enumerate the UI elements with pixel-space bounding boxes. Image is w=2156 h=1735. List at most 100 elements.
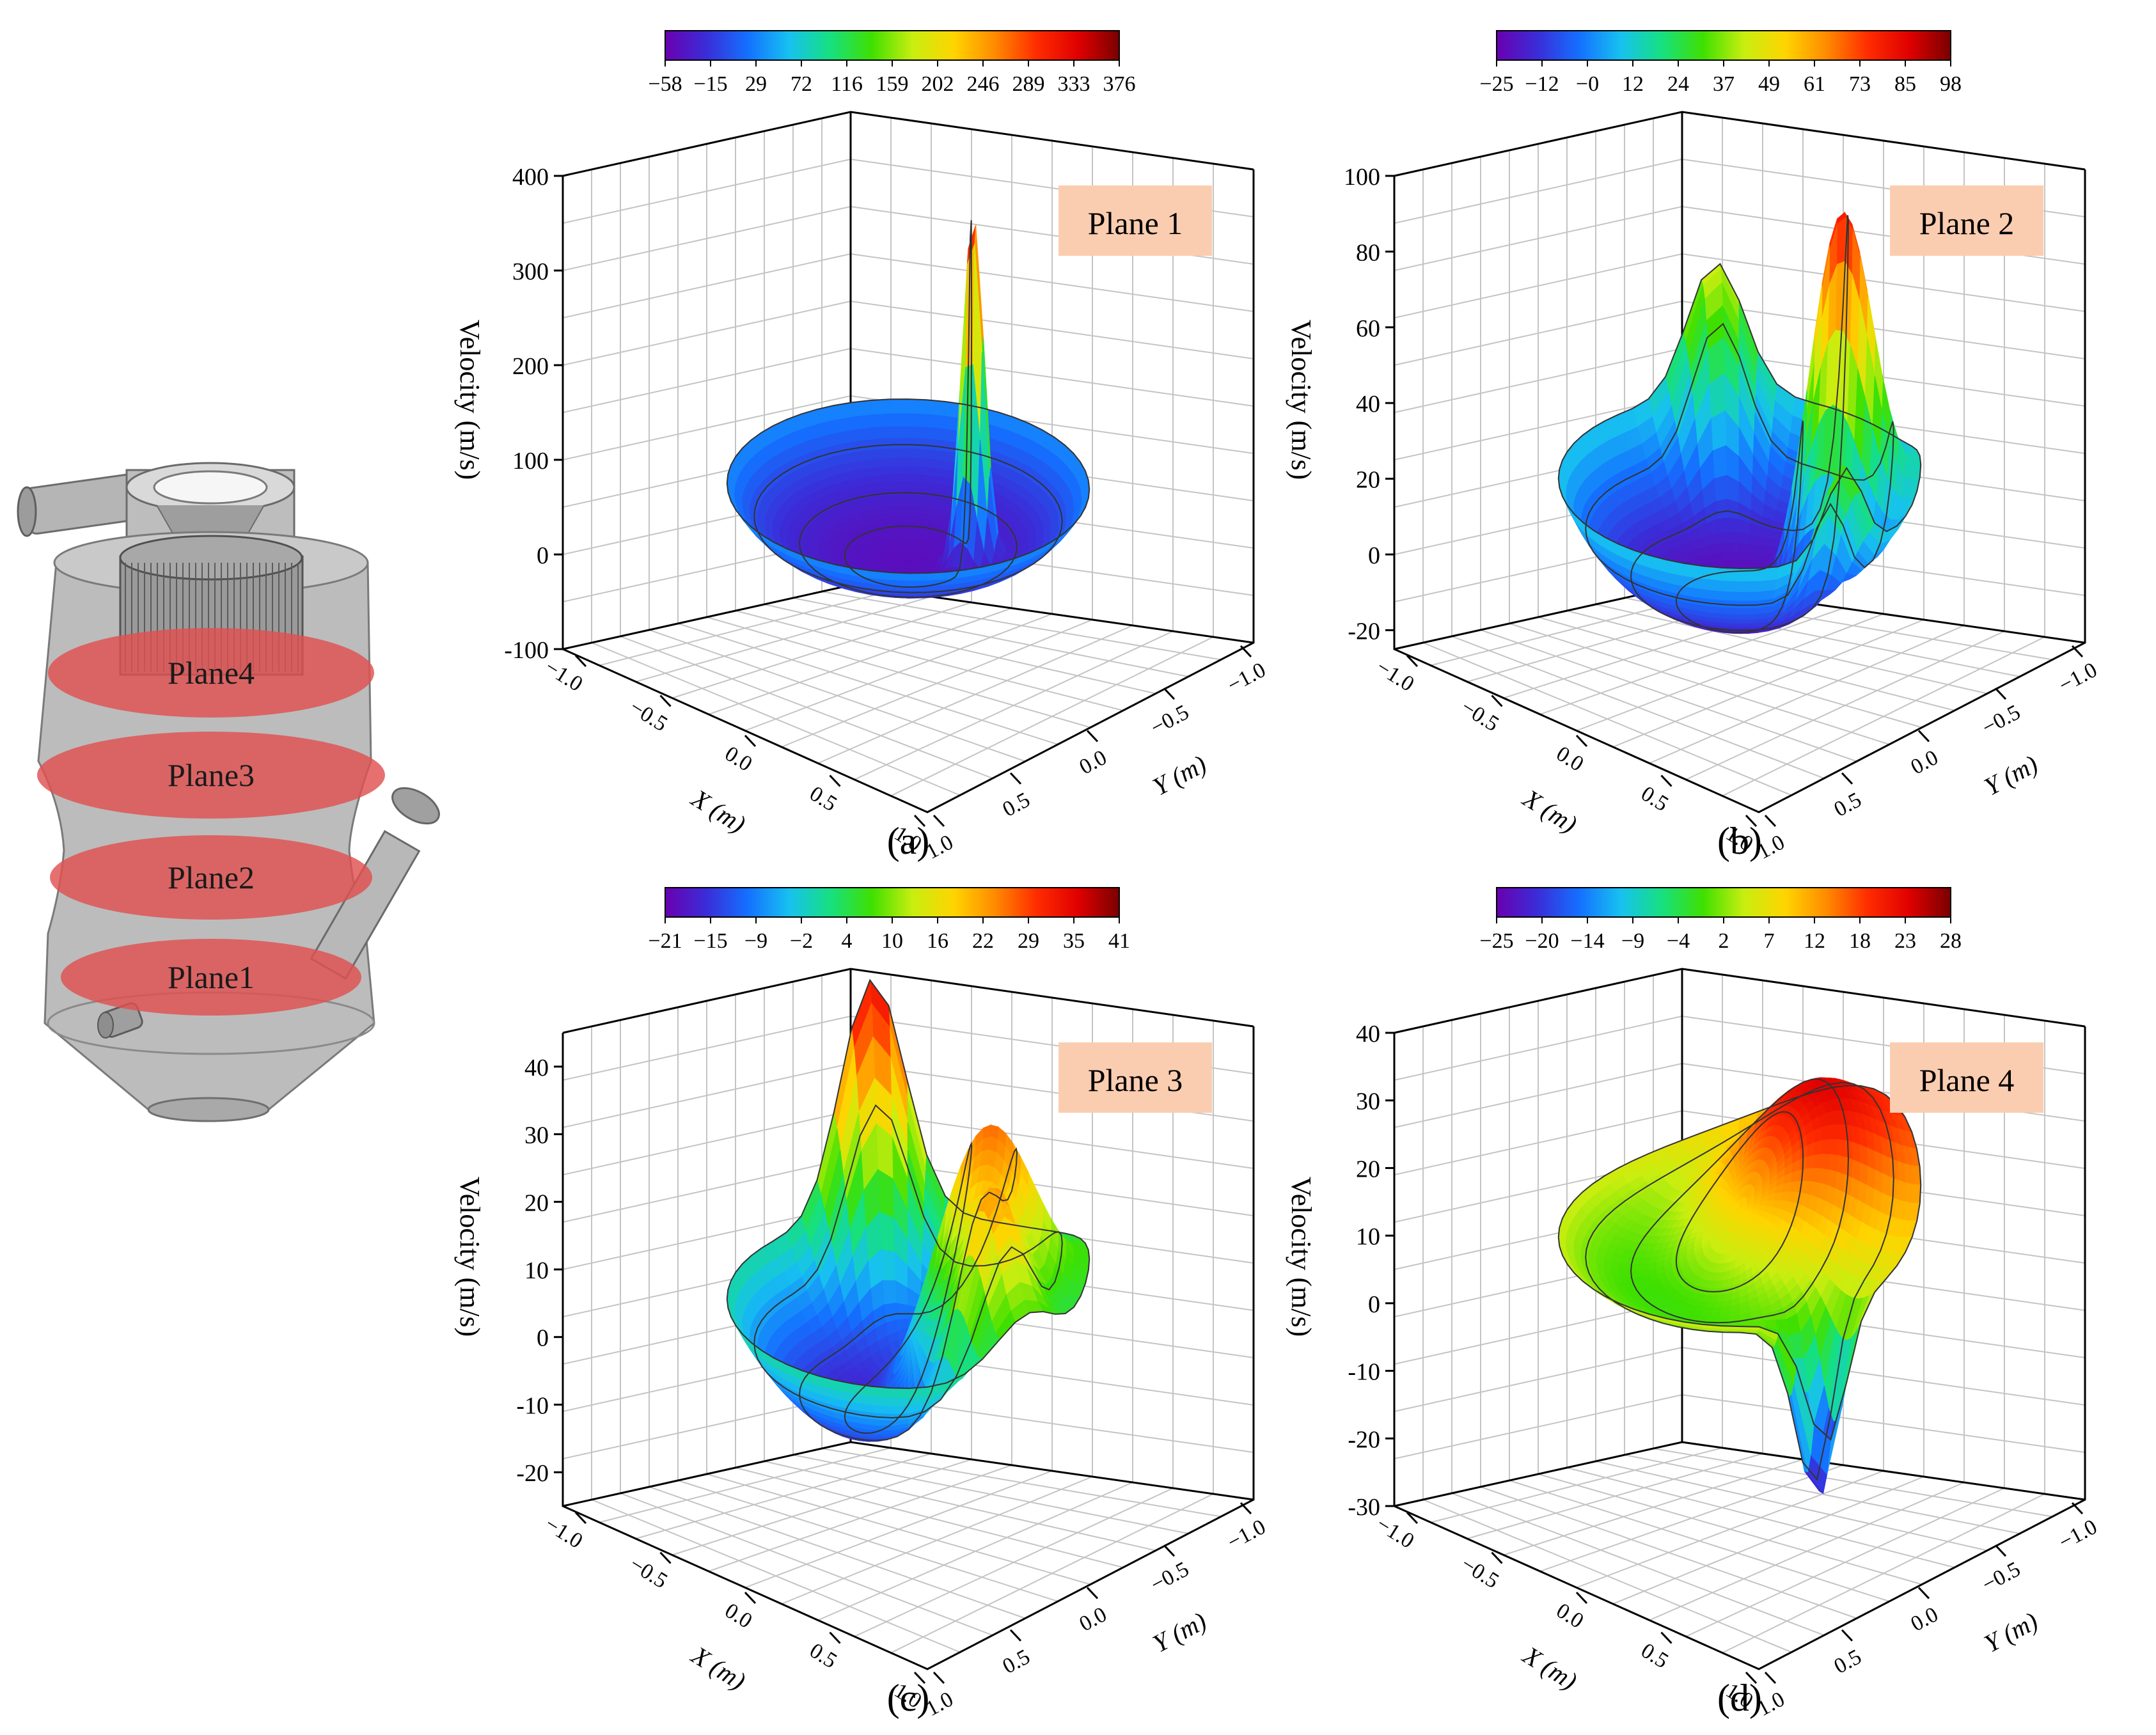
- z-tick-label: 20: [1356, 467, 1380, 494]
- surface-cell: [907, 457, 924, 468]
- y-tick-label: 0.0: [1907, 1603, 1942, 1637]
- z-tick-label: 0: [1368, 1291, 1380, 1318]
- colorbar-tick-label: −15: [693, 929, 727, 953]
- colorbar-tick-label: 61: [1804, 72, 1825, 96]
- y-axis-label: Y (m): [1148, 1606, 1211, 1658]
- x-tick-mark: [913, 814, 926, 828]
- surface-cell: [1739, 552, 1749, 561]
- colorbar: −21 −15 −9 −2 4 10 16 22 29 35 41: [648, 887, 1130, 953]
- plane-label: Plane4: [168, 655, 255, 691]
- x-tick-mark: [1575, 1591, 1588, 1605]
- z-tick-label: 0: [537, 1325, 549, 1352]
- surface-cell: [1740, 591, 1758, 601]
- x-tick-label: −0.5: [1457, 695, 1503, 736]
- colorbar-tick-label: −9: [744, 929, 767, 953]
- surface-cell: [1727, 517, 1740, 533]
- surface-cell: [884, 1303, 897, 1324]
- surface-cell: [907, 448, 924, 459]
- panel-label: (c): [887, 1677, 930, 1719]
- y-tick-mark: [1086, 730, 1099, 742]
- surface-cell: [851, 400, 872, 418]
- x-tick-label: −0.5: [1457, 1552, 1503, 1593]
- surface-cell: [898, 506, 909, 514]
- surface-cell: [907, 398, 927, 415]
- surface-cell: [923, 438, 941, 451]
- x-tick-mark: [1575, 734, 1588, 748]
- y-tick-label: −1.0: [2055, 658, 2101, 698]
- surface-cell: [897, 501, 909, 508]
- surface-cell: [925, 399, 946, 417]
- surface-cell: [893, 474, 908, 483]
- surface-cell: [892, 448, 908, 459]
- colorbar-tick-label: 22: [972, 929, 994, 953]
- y-tick-mark: [1764, 814, 1777, 828]
- y-tick-mark: [1917, 1587, 1930, 1599]
- x-tick-label: 0.5: [805, 1638, 841, 1673]
- surface-cell: [908, 572, 929, 581]
- surface-cell: [1748, 534, 1761, 547]
- surface-cell: [896, 494, 909, 502]
- surface-cell: [1837, 217, 1846, 265]
- plane-band-1: Plane1: [61, 939, 361, 1016]
- surface-cell: [872, 426, 892, 440]
- surface-cell: [908, 501, 919, 508]
- colorbar-tick-label: 73: [1849, 72, 1871, 96]
- colorbar-tick-label: 98: [1940, 72, 1962, 96]
- surface-cell: [907, 437, 925, 450]
- plane-label-box: Plane 3: [1058, 1042, 1212, 1113]
- colorbar-tick-label: 116: [831, 72, 863, 96]
- surface-cell: [1740, 607, 1756, 615]
- surface-cell: [895, 1303, 908, 1321]
- surface-cell: [1703, 578, 1724, 592]
- plane-label: Plane3: [168, 757, 255, 793]
- surface-cell: [895, 488, 908, 496]
- y-tick-label: 0.0: [1076, 1603, 1111, 1637]
- plane-label-text: Plane 1: [1088, 205, 1183, 241]
- surface-cell: [879, 466, 895, 476]
- surface-cell: [1727, 498, 1740, 521]
- surface-cell: [889, 1387, 909, 1399]
- y-tick-label: 0.5: [999, 788, 1034, 822]
- x-tick-label: −0.5: [626, 1552, 672, 1593]
- surface-cell: [899, 512, 909, 519]
- surface-cell: [908, 580, 927, 587]
- y-tick-label: −0.5: [1978, 1557, 2024, 1597]
- y-tick-label: 0.5: [1830, 1645, 1866, 1679]
- colorbar-tick-label: 202: [922, 72, 954, 96]
- surface-cell: [895, 482, 908, 490]
- surface-cell: [907, 466, 923, 476]
- colorbar-tick-label: 376: [1103, 72, 1136, 96]
- surface-cell: [1724, 613, 1741, 620]
- x-tick-label: −1.0: [1372, 656, 1418, 696]
- x-tick-mark: [1660, 774, 1672, 787]
- plane-label-box: Plane 1: [1058, 185, 1212, 256]
- colorbar-tick-label: 10: [881, 929, 903, 953]
- y-tick-mark: [1917, 730, 1930, 742]
- surface-cell: [882, 482, 897, 491]
- x-tick-mark: [1660, 1631, 1672, 1644]
- bottom-nozzle: [97, 1002, 143, 1039]
- z-tick-label: -10: [1348, 1359, 1380, 1386]
- surface-cell: [885, 495, 899, 503]
- surface-cell: [1728, 531, 1740, 544]
- z-tick-label: -10: [516, 1392, 549, 1419]
- surface-cell: [890, 579, 909, 587]
- surface-cell: [876, 448, 893, 460]
- colorbar-tick-label: 85: [1894, 72, 1916, 96]
- panel-label: (a): [887, 820, 930, 862]
- surface-cell: [1740, 600, 1758, 609]
- surface-cell: [853, 414, 874, 430]
- surface-cell: [908, 517, 917, 524]
- surface-cell: [890, 426, 908, 439]
- surface-cell: [1722, 590, 1741, 601]
- x-tick-label: −1.0: [540, 1512, 586, 1553]
- z-tick-label: -20: [1348, 618, 1380, 645]
- colorbar-tick-label: 159: [876, 72, 909, 96]
- colorbar-tick-label: 4: [842, 929, 853, 953]
